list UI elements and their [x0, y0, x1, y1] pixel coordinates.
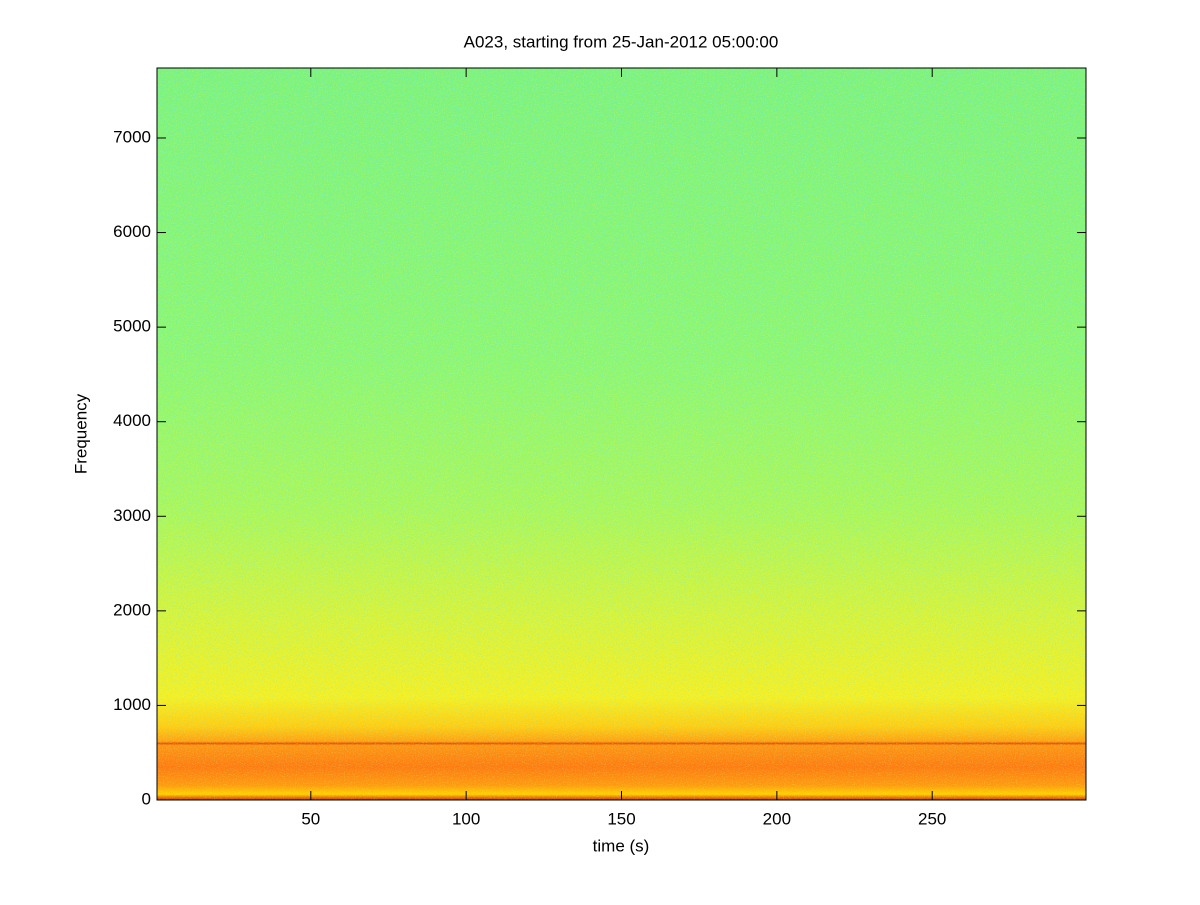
x-tick-label: 250 [918, 809, 946, 828]
x-tick-label: 50 [301, 809, 320, 828]
y-tick-label: 2000 [113, 600, 151, 619]
spectrogram-image [157, 68, 1086, 800]
y-tick-label: 6000 [113, 222, 151, 241]
y-tick-label: 5000 [113, 317, 151, 336]
y-tick-label: 4000 [113, 411, 151, 430]
y-tick-label: 3000 [113, 506, 151, 525]
x-tick-label: 100 [452, 809, 480, 828]
x-tick-label: 200 [763, 809, 791, 828]
y-tick-label: 7000 [113, 127, 151, 146]
spectrogram-noise [157, 68, 1086, 800]
chart-title: A023, starting from 25-Jan-2012 05:00:00 [464, 32, 779, 51]
x-tick-label: 150 [607, 809, 635, 828]
y-tick-label: 0 [142, 789, 151, 808]
x-axis-label: time (s) [593, 836, 650, 855]
y-tick-label: 1000 [113, 695, 151, 714]
y-axis-label: Frequency [71, 393, 90, 474]
